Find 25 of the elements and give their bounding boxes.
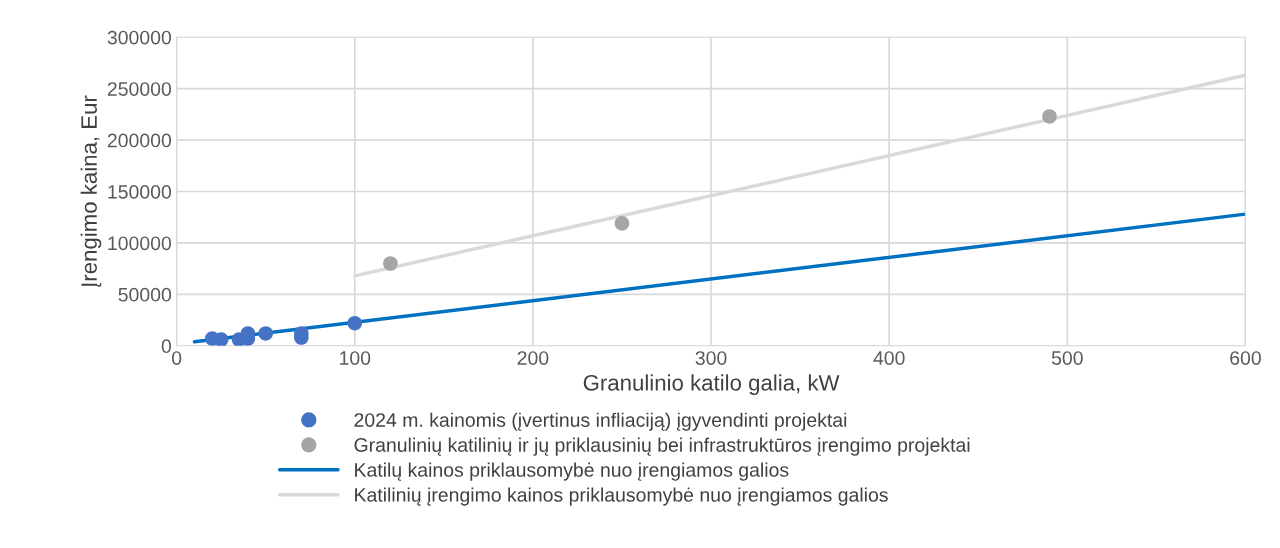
y-tick-label: 50000 (118, 287, 172, 302)
x-tick-label: 500 (1051, 351, 1083, 365)
x-tick-label: 600 (1230, 351, 1261, 365)
y-tick-label: 150000 (108, 184, 172, 199)
y-tick-label: 300000 (107, 30, 172, 45)
legend-label: Katilinių įrengimo kainos priklausomybė nuo įrengiamos galios (355, 487, 888, 506)
legend-label: Katilų kainos priklausomybė nuo įrengiamos galios (355, 462, 789, 481)
legend-label: 2024 m. kainomis (įvertinus infliaciją) įgyvendinti projektai (354, 412, 847, 431)
point (1042, 109, 1057, 124)
x-tick-label: 300 (695, 351, 727, 365)
y-tick-label: 200000 (107, 133, 172, 148)
y-tick-label: 250000 (107, 82, 172, 96)
point (347, 315, 363, 331)
point (614, 216, 630, 231)
y-axis-title: Įrengimo kaina, Eur (80, 95, 102, 287)
legend-label: Granulinių katilinių ir jų priklausinių bei infrastruktūros įrengimo projektai (354, 437, 970, 456)
x-tick-label: 400 (873, 351, 905, 365)
point (383, 256, 398, 271)
x-tick-label: 200 (517, 351, 549, 365)
y-tick-label: 100000 (108, 236, 172, 251)
y-tick-label: 0 (161, 339, 172, 354)
point (258, 326, 273, 341)
x-tick-label: 100 (340, 351, 371, 365)
x-tick-label: 0 (171, 351, 182, 365)
x-axis-title: Granulinio katilo galia, kW (583, 374, 840, 396)
